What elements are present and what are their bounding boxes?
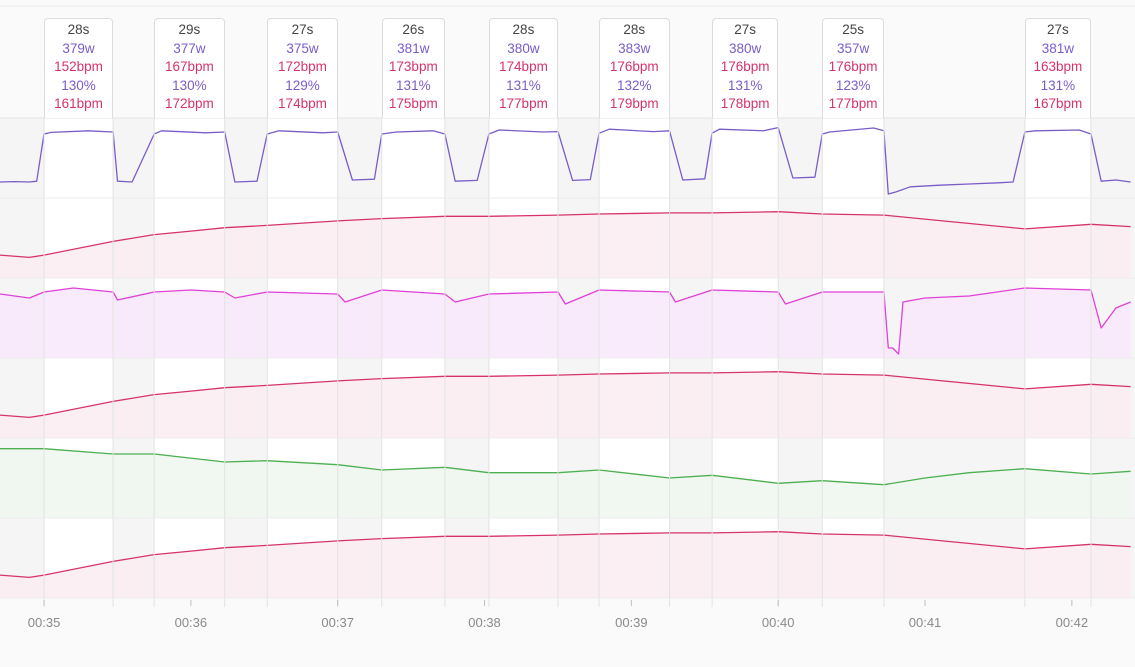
interval-label[interactable]: 27s 381w 163bpm 131% 167bpm bbox=[1024, 18, 1091, 118]
series-line-heart-rate bbox=[0, 211, 1131, 259]
interval-label[interactable]: 26s 381w 173bpm 131% 175bpm bbox=[381, 18, 445, 118]
interval-hr-avg: 152bpm bbox=[54, 59, 103, 75]
series-area-speed bbox=[0, 448, 1131, 518]
interval-power: 381w bbox=[1041, 40, 1075, 56]
series-area-heart-rate-secondary bbox=[0, 531, 1131, 598]
x-tick-label: 00:40 bbox=[761, 615, 795, 630]
interval-percent: 130% bbox=[172, 77, 207, 93]
interval-percent: 130% bbox=[61, 77, 96, 93]
interval-percent: 129% bbox=[285, 77, 320, 93]
interval-power: 375w bbox=[286, 40, 319, 56]
interval-duration: 28s bbox=[512, 22, 535, 37]
interval-percent: 131% bbox=[727, 77, 763, 93]
interval-hr-max: 178bpm bbox=[720, 96, 770, 112]
interval-hr-max: 177bpm bbox=[499, 96, 548, 112]
x-tick-label: 00:42 bbox=[1055, 615, 1089, 630]
series-line-heart-rate-secondary bbox=[0, 531, 1131, 579]
interval-percent: 123% bbox=[835, 77, 871, 93]
interval-label[interactable]: 29s 377w 167bpm 130% 172bpm bbox=[154, 18, 225, 118]
interval-duration: 26s bbox=[402, 22, 425, 37]
interval-label[interactable]: 25s 357w 176bpm 123% 177bpm bbox=[822, 18, 884, 118]
x-tick-label: 00:39 bbox=[615, 615, 648, 630]
interval-duration: 27s bbox=[291, 22, 314, 37]
interval-power: 377w bbox=[173, 40, 206, 56]
interval-label[interactable]: 28s 380w 174bpm 131% 177bpm bbox=[488, 18, 558, 118]
axis-strip bbox=[0, 598, 1135, 667]
interval-hr-avg: 174bpm bbox=[499, 59, 548, 75]
x-tick-label: 00:37 bbox=[321, 615, 354, 630]
interval-hr-max: 167bpm bbox=[1033, 96, 1083, 112]
interval-hr-avg: 176bpm bbox=[609, 59, 659, 75]
interval-power: 357w bbox=[836, 40, 870, 56]
interval-duration: 29s bbox=[178, 22, 201, 37]
interval-label[interactable]: 27s 380w 176bpm 131% 178bpm bbox=[712, 18, 779, 118]
interval-power: 379w bbox=[62, 40, 95, 56]
interval-label[interactable]: 28s 383w 176bpm 132% 179bpm bbox=[599, 18, 670, 118]
interval-hr-max: 179bpm bbox=[609, 96, 659, 112]
interval-percent: 131% bbox=[396, 77, 431, 93]
interval-hr-avg: 176bpm bbox=[720, 59, 770, 75]
interval-percent: 131% bbox=[1040, 77, 1076, 93]
interval-hr-max: 175bpm bbox=[388, 96, 438, 112]
interval-hr-avg: 173bpm bbox=[388, 59, 438, 75]
interval-duration: 25s bbox=[842, 22, 864, 37]
interval-percent: 132% bbox=[617, 77, 652, 93]
interval-label[interactable]: 28s 379w 152bpm 130% 161bpm bbox=[44, 18, 114, 118]
interval-label[interactable]: 27s 375w 172bpm 129% 174bpm bbox=[267, 18, 338, 118]
interval-duration: 28s bbox=[67, 22, 90, 37]
series-area-heart-rate bbox=[0, 211, 1131, 278]
interval-hr-max: 161bpm bbox=[54, 96, 103, 112]
interval-power: 380w bbox=[729, 40, 762, 56]
interval-power: 381w bbox=[397, 40, 430, 56]
interval-duration: 27s bbox=[1047, 22, 1069, 37]
interval-hr-avg: 176bpm bbox=[828, 59, 878, 75]
interval-hr-avg: 163bpm bbox=[1033, 59, 1083, 75]
interval-hr-max: 172bpm bbox=[165, 96, 214, 112]
interval-hr-max: 174bpm bbox=[278, 96, 327, 112]
series-area-heart-rate-smoothed bbox=[0, 371, 1131, 438]
interval-power: 383w bbox=[618, 40, 651, 56]
interval-hr-max: 177bpm bbox=[828, 96, 878, 112]
series-line-power bbox=[0, 126, 1131, 195]
interval-power: 380w bbox=[507, 40, 540, 56]
series-area-cadence bbox=[0, 288, 1131, 358]
interval-hr-avg: 172bpm bbox=[278, 59, 327, 75]
interval-percent: 131% bbox=[506, 77, 541, 93]
series-line-speed bbox=[0, 448, 1131, 486]
interval-hr-avg: 167bpm bbox=[165, 59, 214, 75]
x-tick-label: 00:41 bbox=[908, 615, 942, 630]
x-tick-label: 00:35 bbox=[27, 615, 61, 630]
interval-duration: 27s bbox=[734, 22, 757, 37]
series-line-cadence bbox=[0, 287, 1131, 355]
x-tick-label: 00:38 bbox=[468, 615, 501, 630]
series-line-heart-rate-smoothed bbox=[0, 371, 1131, 419]
interval-duration: 28s bbox=[623, 22, 646, 37]
x-tick-label: 00:36 bbox=[174, 615, 208, 630]
